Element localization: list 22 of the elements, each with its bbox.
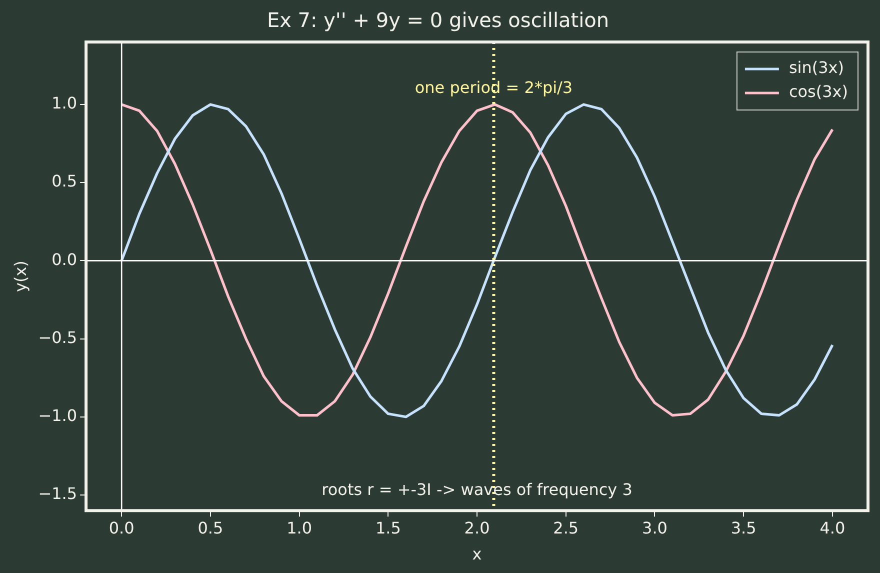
y-tick-label: 0.5	[52, 172, 78, 191]
x-tick-label: 2.5	[553, 518, 579, 538]
chart-title: Ex 7: y'' + 9y = 0 gives oscillation	[266, 8, 610, 32]
x-tick-label: 2.0	[464, 518, 490, 538]
legend-label: cos(3x)	[788, 82, 848, 102]
x-tick-label: 0.5	[198, 518, 224, 538]
annotation: roots r = +-3I -> waves of frequency 3	[322, 480, 632, 499]
x-axis-title: x	[472, 544, 482, 564]
y-tick-label: −1.5	[38, 484, 78, 504]
y-tick-label: −0.5	[38, 328, 78, 347]
y-tick-label: 0.0	[52, 250, 78, 269]
x-tick-label: 1.0	[286, 518, 312, 538]
x-tick-label: 3.0	[642, 518, 668, 538]
x-tick-label: 0.0	[108, 518, 134, 538]
ref-line-label: one period = 2*pi/3	[414, 78, 573, 98]
legend-label: sin(3x)	[788, 58, 844, 78]
x-tick-label: 3.5	[730, 518, 756, 538]
x-tick-label: 1.5	[375, 518, 401, 538]
x-tick-label: 4.0	[820, 518, 846, 538]
y-tick-label: 1.0	[52, 94, 78, 113]
y-tick-label: −1.0	[38, 406, 78, 426]
y-axis-title: y(x)	[10, 260, 30, 292]
